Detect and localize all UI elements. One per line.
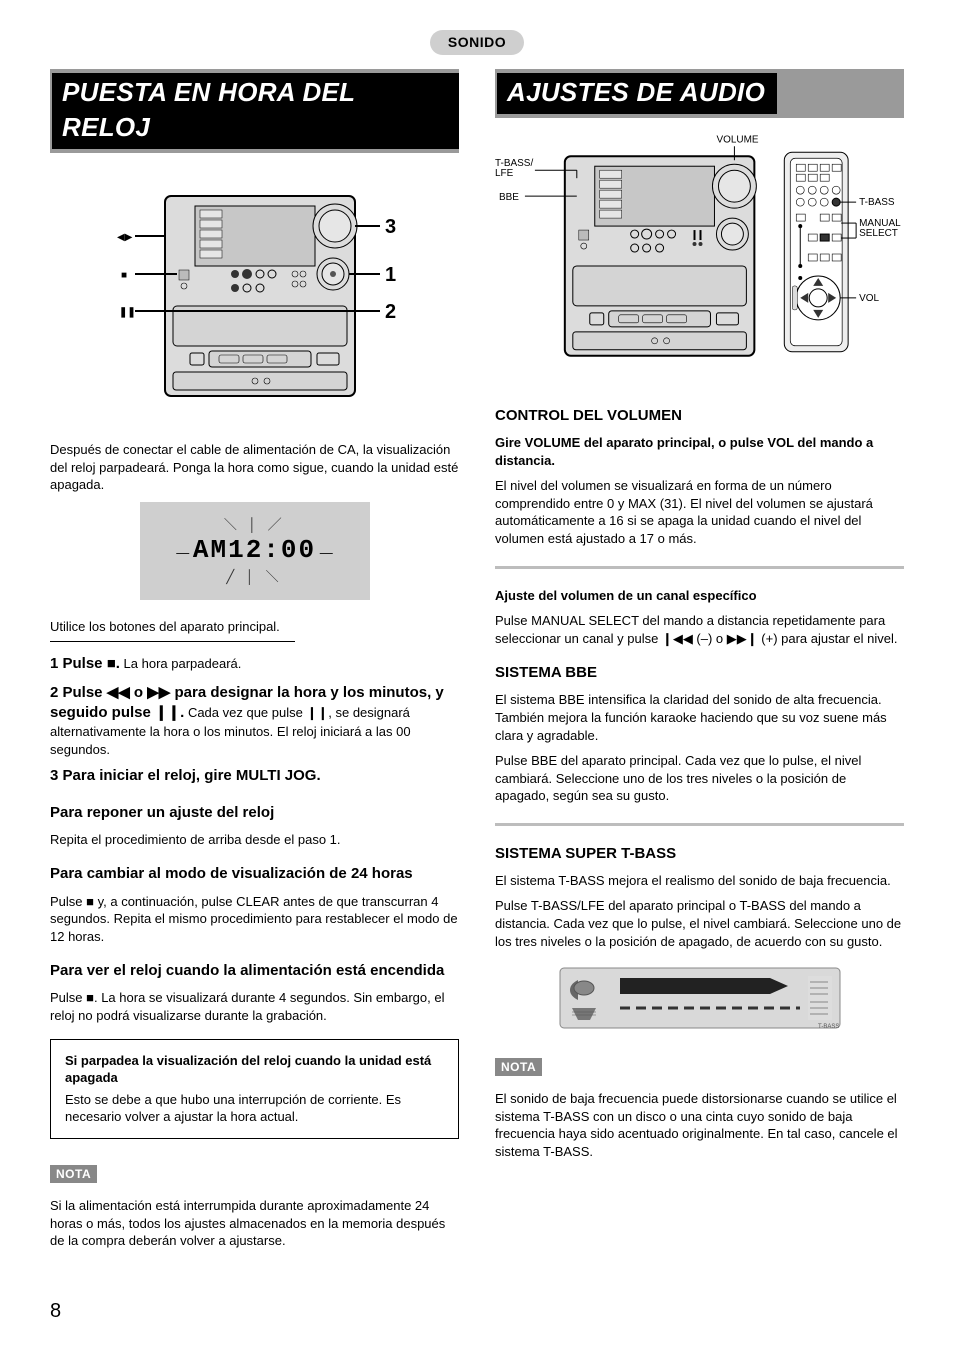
label-volume: VOLUME	[716, 134, 758, 145]
nota-tag-left: NOTA	[50, 1165, 97, 1183]
step-2: 2 Pulse ◀◀ o ▶▶ para designar la hora y …	[50, 683, 459, 759]
clock-device-svg: 3 1 2 ◀▶ ■ ❚❚	[105, 166, 405, 416]
box-body: Esto se debe a que hubo una interrupción…	[65, 1091, 444, 1126]
reset-head: Para reponer un ajuste del reloj	[50, 803, 459, 823]
category-tag: SONIDO	[430, 30, 524, 55]
svg-text:❚❚: ❚❚	[119, 307, 136, 318]
audio-device-svg: VOLUME T-BASS/ LFE BBE	[495, 126, 904, 386]
page-number: 8	[50, 1298, 904, 1325]
bbe-head: SISTEMA BBE	[495, 663, 904, 683]
step-3: 3 Para iniciar el reloj, gire MULTI JOG.	[50, 766, 459, 786]
vol-sub-head: Ajuste del volumen de un canal específic…	[495, 587, 904, 605]
svg-text:LFE: LFE	[495, 168, 514, 179]
vol-sub-body: Pulse MANUAL SELECT del mando a distanci…	[495, 612, 904, 647]
svg-text:◀▶: ◀▶	[117, 232, 133, 243]
vol-head: CONTROL DEL VOLUMEN	[495, 406, 904, 426]
step-1: 1 Pulse ■. La hora parpadeará.	[50, 654, 459, 674]
svg-text:2: 2	[385, 301, 396, 323]
right-title: AJUSTES DE AUDIO	[497, 73, 777, 114]
svg-text:■: ■	[121, 270, 127, 281]
svg-text:3: 3	[385, 216, 396, 238]
nota-tag-right: NOTA	[495, 1058, 542, 1076]
clock-device-figure: 3 1 2 ◀▶ ■ ❚❚	[50, 161, 459, 421]
svg-text:1: 1	[385, 264, 396, 286]
tbass-level-figure: T-BASS	[550, 958, 850, 1038]
display-time: AM12:00	[193, 535, 316, 565]
divider	[50, 641, 295, 642]
switch-head: Para cambiar al modo de visualización de…	[50, 864, 459, 884]
category-tag-row: SONIDO	[50, 30, 904, 55]
steps-heading: Utilice los botones del aparato principa…	[50, 618, 459, 636]
tbass-body: El sistema T-BASS mejora el realismo del…	[495, 872, 904, 890]
label-bbe: BBE	[499, 192, 519, 203]
svg-text:SELECT: SELECT	[859, 228, 898, 239]
label-vol-rc: VOL	[859, 293, 879, 304]
display-panel: ＼ │ ╱ ― AM12:00 ― ╱ │ ＼	[140, 502, 370, 600]
view-head: Para ver el reloj cuando la alimentación…	[50, 961, 459, 981]
step-3-bold: 3 Para iniciar el reloj, gire MULTI JOG.	[50, 767, 321, 784]
bbe-body2: Pulse BBE del aparato principal. Cada ve…	[495, 752, 904, 805]
tbass-head: SISTEMA SUPER T-BASS	[495, 844, 904, 864]
rays-top-icon: ＼ │ ╱	[140, 516, 370, 534]
divider-right-2	[495, 823, 904, 826]
label-tbass-rc: T-BASS	[859, 197, 895, 208]
clock-intro: Después de conectar el cable de alimenta…	[50, 441, 459, 494]
step-1-bold: 1 Pulse ■.	[50, 655, 120, 672]
view-body: Pulse ■. La hora se visualizará durante …	[50, 989, 459, 1024]
vol-body1: Gire VOLUME del aparato principal, o pul…	[495, 434, 904, 469]
tbass-body2: Pulse T-BASS/LFE del aparato principal o…	[495, 897, 904, 950]
left-column: PUESTA EN HORA DEL RELOJ	[50, 69, 459, 1258]
bbe-body: El sistema BBE intensifica la claridad d…	[495, 691, 904, 744]
left-title: PUESTA EN HORA DEL RELOJ	[52, 73, 459, 149]
vol-body2: El nivel del volumen se visualizará en f…	[495, 477, 904, 547]
step-1-rest: La hora parpadeará.	[120, 656, 241, 671]
rays-bottom-icon: ╱ │ ＼	[140, 568, 370, 586]
warning-box: Si parpadea la visualización del reloj c…	[50, 1039, 459, 1139]
right-title-bar: AJUSTES DE AUDIO	[495, 69, 904, 118]
nota-right-body: El sonido de baja frecuencia puede disto…	[495, 1090, 904, 1160]
svg-text:T-BASS: T-BASS	[818, 1024, 839, 1030]
divider-right-1	[495, 566, 904, 569]
switch-body: Pulse ■ y, a continuación, pulse CLEAR a…	[50, 893, 459, 946]
reset-body: Repita el procedimiento de arriba desde …	[50, 831, 459, 849]
box-head: Si parpadea la visualización del reloj c…	[65, 1052, 444, 1087]
left-title-bar: PUESTA EN HORA DEL RELOJ	[50, 69, 459, 153]
nota-left-body: Si la alimentación está interrumpida dur…	[50, 1197, 459, 1250]
time-row: ― AM12:00 ―	[140, 533, 370, 568]
audio-device-figure: VOLUME T-BASS/ LFE BBE	[495, 126, 904, 386]
right-column: AJUSTES DE AUDIO	[495, 69, 904, 1258]
